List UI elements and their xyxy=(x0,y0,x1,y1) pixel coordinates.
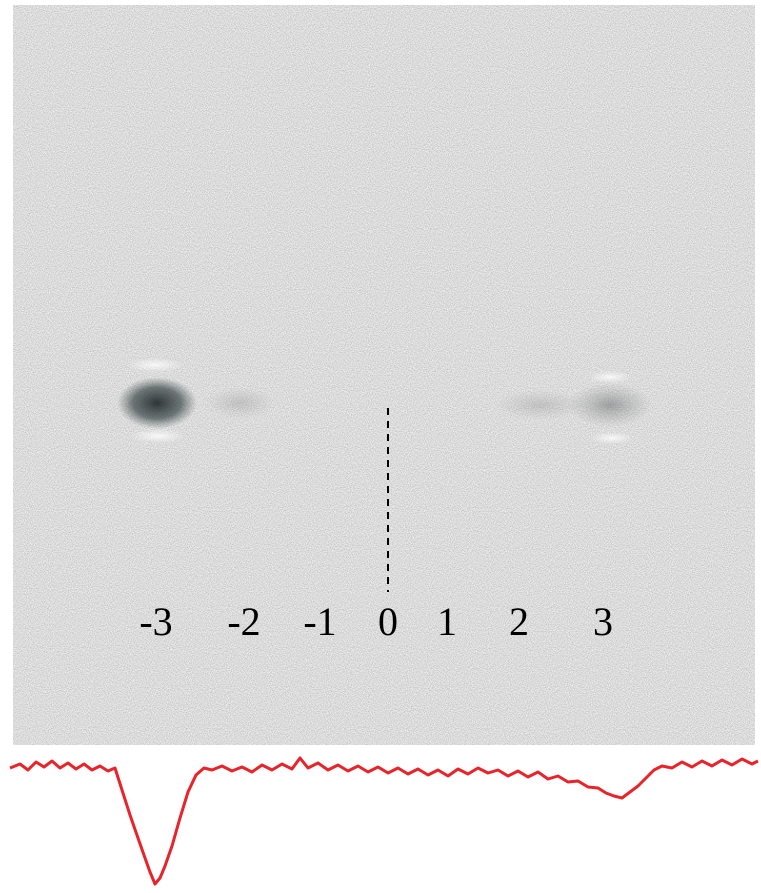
intensity-profile xyxy=(9,756,759,886)
order-label: -1 xyxy=(303,599,336,644)
spot xyxy=(495,390,585,420)
order-label: 0 xyxy=(378,599,398,644)
order-label: 1 xyxy=(437,599,457,644)
spot xyxy=(117,377,197,429)
order-label: 3 xyxy=(593,599,613,644)
halo xyxy=(130,429,186,443)
spot xyxy=(568,383,652,427)
halo xyxy=(588,371,632,383)
halo xyxy=(590,432,634,444)
order-label: -2 xyxy=(227,599,260,644)
order-label: 2 xyxy=(509,599,529,644)
micrograph: -3 -2 -1 0 1 2 3 xyxy=(13,5,755,745)
noise-background xyxy=(13,5,755,745)
halo xyxy=(127,358,183,372)
spot xyxy=(205,387,275,419)
order-label: -3 xyxy=(139,599,172,644)
